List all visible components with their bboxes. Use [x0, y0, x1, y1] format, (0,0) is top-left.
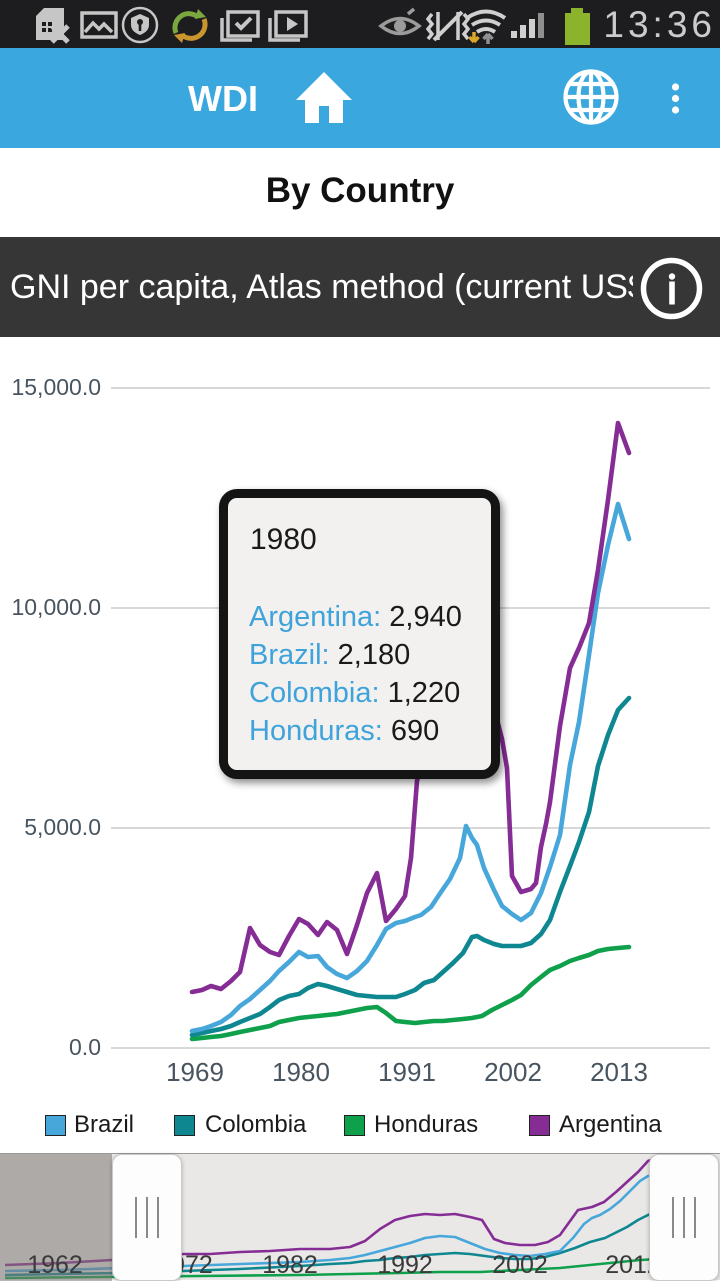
svg-text:5,000.0: 5,000.0 — [24, 814, 101, 840]
svg-text:1969: 1969 — [166, 1057, 224, 1087]
svg-text:2002: 2002 — [492, 1251, 548, 1279]
svg-text:1962: 1962 — [27, 1251, 83, 1279]
svg-text:1980: 1980 — [272, 1057, 330, 1087]
svg-text:15,000.0: 15,000.0 — [11, 374, 101, 400]
svg-text:2013: 2013 — [590, 1057, 648, 1087]
svg-text:1992: 1992 — [377, 1251, 433, 1279]
svg-text:13:36: 13:36 — [603, 4, 716, 45]
svg-text:1991: 1991 — [378, 1057, 436, 1087]
svg-text:10,000.0: 10,000.0 — [11, 594, 101, 620]
svg-text:0.0: 0.0 — [69, 1034, 101, 1060]
svg-text:WDI: WDI — [188, 78, 258, 119]
svg-text:1982: 1982 — [262, 1251, 318, 1279]
svg-text:2002: 2002 — [484, 1057, 542, 1087]
